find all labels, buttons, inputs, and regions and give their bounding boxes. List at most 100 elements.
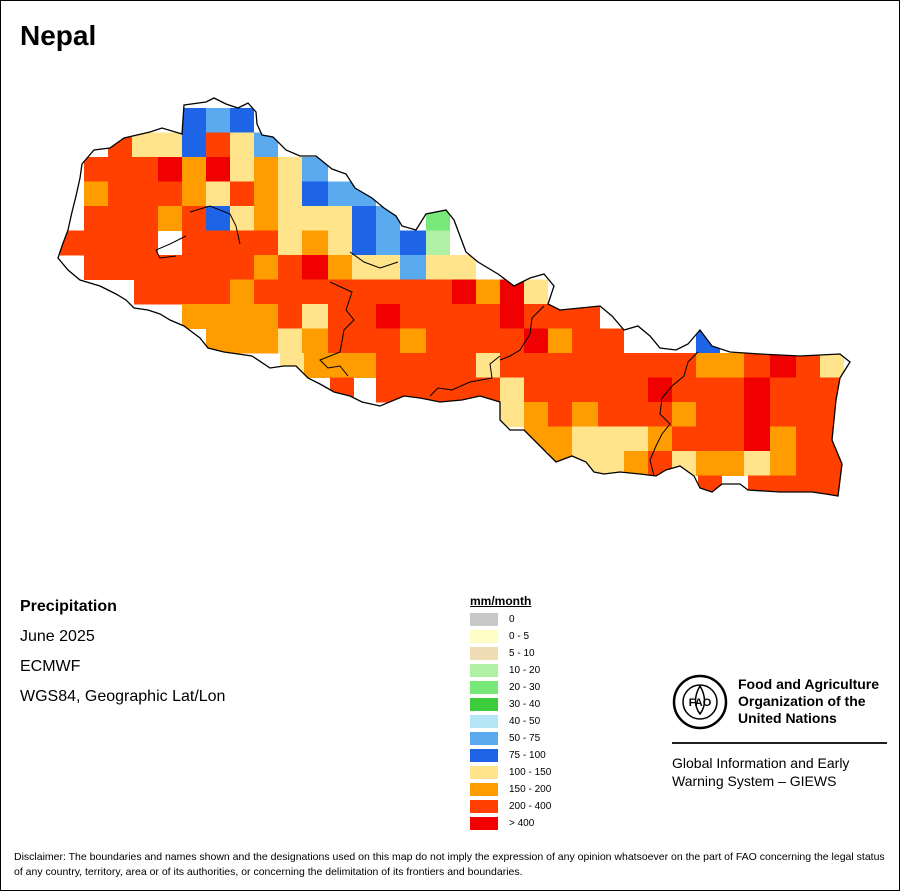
grid-cell <box>400 230 426 256</box>
grid-cell <box>278 206 352 231</box>
legend-swatch <box>470 783 498 796</box>
grid-cell <box>400 328 426 354</box>
grid-cell <box>476 279 500 305</box>
grid-cell <box>302 328 328 354</box>
grid-cell <box>302 304 328 329</box>
legend-swatch <box>470 766 498 779</box>
legend-swatch <box>470 715 498 728</box>
legend-swatch <box>470 800 498 813</box>
grid-cell <box>206 132 230 158</box>
info-source: ECMWF <box>20 658 81 675</box>
grid-cell <box>352 206 376 231</box>
grid-cell <box>230 157 254 182</box>
legend-item: 30 - 40 <box>470 698 540 711</box>
grid-cell <box>302 230 328 256</box>
grid-cell <box>108 181 182 207</box>
grid-cell <box>376 353 476 378</box>
grid-cell <box>328 353 376 378</box>
grid-cell <box>302 255 328 280</box>
grid-cell <box>84 157 108 182</box>
grid-cell <box>328 255 352 280</box>
grid-cell <box>182 132 206 158</box>
grid-cell <box>524 402 548 427</box>
grid-cell <box>352 230 376 256</box>
legend-item: > 400 <box>470 817 534 830</box>
grid-cell <box>748 475 844 496</box>
grid-cell <box>230 181 254 207</box>
grid-cell <box>330 377 354 403</box>
grid-cell <box>524 377 648 403</box>
grid-cell <box>572 328 624 354</box>
grid-cell <box>182 206 206 231</box>
legend-label: 100 - 150 <box>509 767 552 778</box>
legend-label: 0 <box>509 614 515 625</box>
grid-cell <box>572 402 598 427</box>
grid-cell <box>376 304 400 329</box>
grid-cell <box>108 132 132 158</box>
legend-item: 150 - 200 <box>470 783 551 796</box>
legend-label: 40 - 50 <box>509 716 541 727</box>
grid-cell <box>426 328 524 354</box>
grid-cell <box>426 230 450 256</box>
fao-name-line1: Food and Agriculture <box>738 676 880 692</box>
grid-cell <box>254 181 278 207</box>
legend-item: 20 - 30 <box>470 681 540 694</box>
grid-cell <box>278 255 302 280</box>
legend-swatch <box>470 698 498 711</box>
grid-cell <box>206 108 230 133</box>
grid-cell <box>672 426 744 452</box>
legend-swatch <box>470 647 498 660</box>
grid-cell <box>230 279 254 305</box>
legend-swatch <box>470 613 498 626</box>
grid-cell <box>744 402 770 427</box>
grid-cell <box>302 157 328 182</box>
grid-cell <box>524 328 548 354</box>
province-boundary <box>189 205 241 245</box>
grid-cell <box>304 353 328 378</box>
info-period: June 2025 <box>20 628 95 645</box>
legend-label: 75 - 100 <box>509 750 546 761</box>
province-boundary <box>349 251 399 269</box>
grid-cell <box>206 328 278 354</box>
legend-swatch <box>470 664 498 677</box>
grid-cell <box>278 230 302 256</box>
grid-cell <box>548 402 572 427</box>
fao-logo-letters: FAO <box>689 697 712 709</box>
grid-cell <box>84 181 108 207</box>
legend-swatch <box>470 630 498 643</box>
fao-name-line3: United Nations <box>738 710 837 726</box>
grid-cell <box>524 426 572 452</box>
grid-cell <box>182 304 278 329</box>
province-boundary <box>649 351 699 477</box>
info-projection: WGS84, Geographic Lat/Lon <box>20 688 226 705</box>
legend-swatch <box>470 732 498 745</box>
grid-cell <box>696 402 744 427</box>
grid-cell <box>328 181 352 207</box>
legend-item: 40 - 50 <box>470 715 540 728</box>
legend-label: 0 - 5 <box>509 631 530 642</box>
legend-swatch <box>470 749 498 762</box>
grid-cell <box>548 328 572 354</box>
grid-cell <box>672 451 696 476</box>
grid-cell <box>820 353 844 378</box>
grid-cell <box>278 328 302 354</box>
disclaimer: Disclaimer: The boundaries and names sho… <box>14 851 885 878</box>
grid-cell <box>500 377 524 403</box>
grid-cell <box>400 304 500 329</box>
grid-cell <box>624 451 648 476</box>
fao-name-line2: Organization of the <box>738 693 866 709</box>
grid-cell <box>158 132 182 158</box>
grid-cell <box>182 230 206 256</box>
grid-cell <box>60 230 158 256</box>
grid-cell <box>672 402 696 427</box>
province-boundary <box>499 305 545 361</box>
grid-cell <box>206 181 230 207</box>
grid-cell <box>278 181 302 207</box>
grid-cell <box>328 328 400 354</box>
grid-cell <box>376 377 500 403</box>
info-heading: Precipitation <box>20 598 117 615</box>
grid-cell <box>84 206 158 231</box>
grid-cell <box>500 353 696 378</box>
grid-cell <box>328 304 376 329</box>
